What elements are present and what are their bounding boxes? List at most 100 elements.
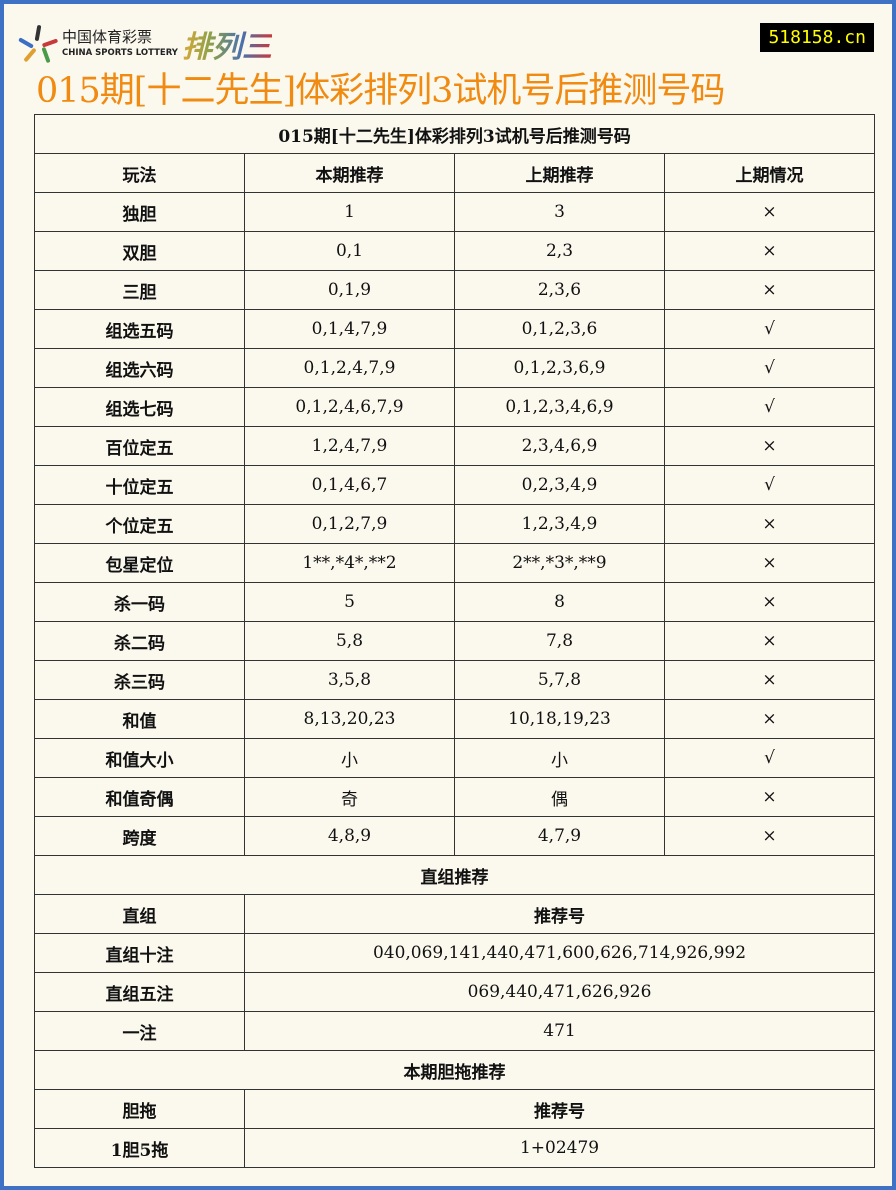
table-row: 杀二码 5,8 7,8 × [34, 621, 876, 661]
table-cell: 和值 [34, 699, 245, 739]
table-cell: 个位定五 [34, 504, 245, 544]
table-cell: 5 [244, 582, 455, 622]
table-cell: √ [663, 309, 876, 349]
table-cell: 0,2,3,4,9 [454, 465, 665, 505]
table-header: 直组 推荐号 [34, 894, 876, 934]
table-cell: 推荐号 [243, 894, 876, 934]
table-cell: √ [663, 348, 876, 388]
logo-icon [18, 24, 59, 64]
table-cell: × [663, 582, 876, 622]
table-cell: 独胆 [34, 192, 245, 232]
table-cell: 0,1,2,3,6 [454, 309, 665, 349]
table-cell: 0,1,2,3,4,6,9 [454, 387, 665, 427]
table-cell: 1**,*4*,**2 [244, 543, 455, 583]
table-cell: 包星定位 [34, 543, 245, 583]
table-cell: 偶 [454, 777, 665, 817]
table-cell: 1 [244, 192, 455, 232]
logo-cn: 中国体育彩票 [62, 28, 153, 47]
table-cell: × [663, 699, 876, 739]
table-cell: 小 [244, 738, 455, 778]
table-row: 1胆5拖 1+02479 [34, 1128, 876, 1168]
table-cell: 3 [454, 192, 665, 232]
table-row: 和值大小小小 √ [34, 738, 876, 778]
logo-en: CHINA SPORTS LOTTERY [62, 48, 178, 59]
table-cell: 和值奇偶 [34, 777, 245, 817]
table-header: 胆拖 推荐号 [34, 1089, 876, 1129]
table-cell: 0,1,2,4,6,7,9 [244, 387, 455, 427]
table-cell: 5,7,8 [454, 660, 665, 700]
table-cell: 7,8 [454, 621, 665, 661]
table-cell: 本期胆拖推荐 [33, 1050, 876, 1090]
table-row: 独胆 1 3 × [34, 192, 876, 232]
table-row: 直组五注 069,440,471,626,926 [34, 972, 876, 1012]
table-row: 杀一码 5 8 × [34, 582, 876, 622]
table-row: 三胆 0,1,9 2,3,6 × [34, 270, 876, 310]
table-cell: 0,1 [244, 231, 455, 271]
table-cell: 组选五码 [34, 309, 245, 349]
table-cell: 10,18,19,23 [454, 699, 665, 739]
table-row: 组选七码 0,1,2,4,6,7,9 0,1,2,3,4,6,9 √ [34, 387, 876, 427]
table-cell: 015期[十二先生]体彩排列3试机号后推测号码 [33, 114, 876, 154]
table-cell: 三胆 [34, 270, 245, 310]
table-cell: 上期情况 [663, 153, 876, 193]
table-cell: 上期推荐 [454, 153, 665, 193]
table-cell: 十位定五 [34, 465, 245, 505]
table-row: 跨度 4,8,9 4,7,9 × [34, 816, 876, 856]
table-row: 个位定五 0,1,2,7,9 1,2,3,4,9 × [34, 504, 876, 544]
prediction-table: 015期[十二先生]体彩排列3试机号后推测号码 玩法 本期推荐 上期推荐 上期情况 独胆 1… [33, 114, 876, 1168]
table-cell: √ [663, 387, 876, 427]
table-cell: 3,5,8 [244, 660, 455, 700]
table-cell: 0,1,9 [244, 270, 455, 310]
table-cell: 8 [454, 582, 665, 622]
table-row: 组选六码 0,1,2,4,7,9 0,1,2,3,6,9 √ [34, 348, 876, 388]
table-cell: 0,1,2,4,7,9 [244, 348, 455, 388]
table-row: 一注 471 [34, 1011, 876, 1051]
section-title: 直组推荐 [33, 855, 876, 895]
table-cell: 069,440,471,626,926 [243, 972, 876, 1012]
table-cell: × [663, 777, 876, 817]
table-row: 十位定五 0,1,4,6,7 0,2,3,4,9 √ [34, 465, 876, 505]
table-row: 百位定五 1,2,4,7,9 2,3,4,6,9 × [34, 426, 876, 466]
site-badge[interactable]: 518158.cn [760, 23, 874, 52]
table-cell: 2**,*3*,**9 [454, 543, 665, 583]
table-cell: 1,2,3,4,9 [454, 504, 665, 544]
table-cell: × [663, 231, 876, 271]
table-cell: 直组五注 [34, 972, 245, 1012]
table-cell: 2,3,6 [454, 270, 665, 310]
table-cell: 8,13,20,23 [244, 699, 455, 739]
table-cell: 奇 [244, 777, 455, 817]
table-cell: 推荐号 [243, 1089, 876, 1129]
table-cell: 040,069,141,440,471,600,626,714,926,992 [243, 933, 876, 973]
table-cell: 杀一码 [34, 582, 245, 622]
table-cell: × [663, 621, 876, 661]
table-cell: 471 [243, 1011, 876, 1051]
lottery-logo: 中国体育彩票 CHINA SPORTS LOTTERY 排列三 [18, 22, 272, 66]
table-cell: 组选六码 [34, 348, 245, 388]
table-cell: 小 [454, 738, 665, 778]
table-cell: 玩法 [34, 153, 245, 193]
table-cell: 0,1,4,6,7 [244, 465, 455, 505]
table-cell: 1,2,4,7,9 [244, 426, 455, 466]
table-cell: 1胆5拖 [34, 1128, 245, 1168]
table-cell: × [663, 504, 876, 544]
table-cell: 4,8,9 [244, 816, 455, 856]
table-cell: × [663, 426, 876, 466]
table-cell: 0,1,2,7,9 [244, 504, 455, 544]
table-cell: 4,7,9 [454, 816, 665, 856]
table-cell: 胆拖 [34, 1089, 245, 1129]
table-cell: 1+02479 [243, 1128, 876, 1168]
table-cell: × [663, 543, 876, 583]
table-cell: 一注 [34, 1011, 245, 1051]
table-cell: 5,8 [244, 621, 455, 661]
table-cell: 0,1,4,7,9 [244, 309, 455, 349]
table-cell: 0,1,2,3,6,9 [454, 348, 665, 388]
table-row: 组选五码 0,1,4,7,9 0,1,2,3,6 √ [34, 309, 876, 349]
table-cell: × [663, 816, 876, 856]
table-row: 包星定位 1**,*4*,**2 2**,*3*,**9 × [34, 543, 876, 583]
table-header: 玩法 本期推荐 上期推荐 上期情况 [34, 153, 876, 193]
table-row: 双胆 0,1 2,3 × [34, 231, 876, 271]
logo-game: 排列三 [182, 22, 272, 66]
table-cell: 和值大小 [34, 738, 245, 778]
table-row: 直组十注 040,069,141,440,471,600,626,714,926,… [34, 933, 876, 973]
table-cell: 2,3,4,6,9 [454, 426, 665, 466]
